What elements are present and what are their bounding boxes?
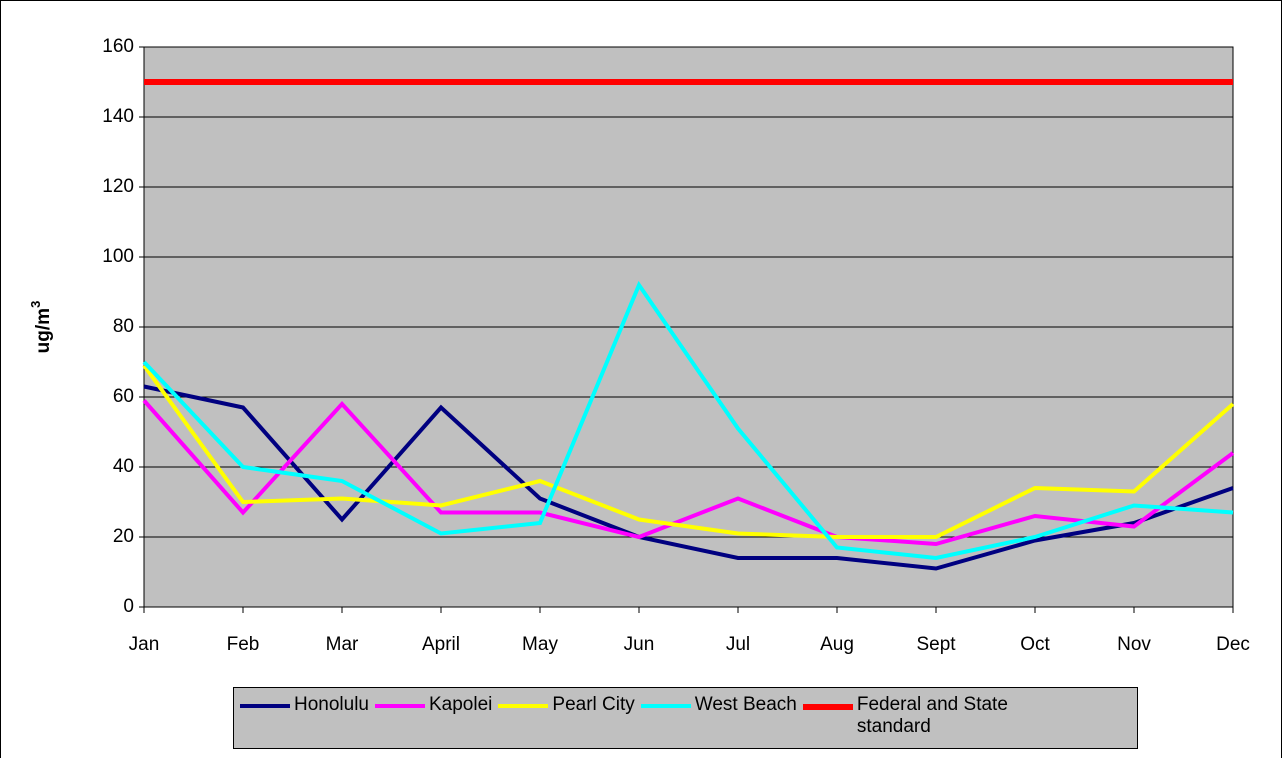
y-axis-label-text: ug/m <box>33 308 54 353</box>
legend-entry: Kapolei <box>375 694 492 716</box>
x-tick-label: Nov <box>1117 634 1151 655</box>
legend: Honolulu Kapolei Pearl City West Beach Feder… <box>233 687 1138 749</box>
legend-label: Pearl City <box>552 694 635 715</box>
x-tick-label: Jun <box>624 634 655 655</box>
legend-label: Honolulu <box>294 694 369 715</box>
x-tick-label: Sept <box>916 634 956 655</box>
y-axis-label: ug/m3 <box>28 301 54 354</box>
x-tick-label: Oct <box>1020 634 1050 655</box>
legend-swatch <box>640 704 691 708</box>
y-tick-label: 80 <box>113 316 134 337</box>
legend-label: Federal and State standard <box>856 694 1008 737</box>
x-tick-label: Dec <box>1216 634 1250 655</box>
legend-entry: Federal and State standard <box>802 694 1047 738</box>
legend-label: West Beach <box>694 694 797 715</box>
legend-swatch <box>240 704 290 708</box>
x-tick-label: Aug <box>820 634 854 655</box>
y-tick-label: 20 <box>113 526 134 547</box>
y-tick-label: 120 <box>102 176 134 197</box>
y-tick-label: 140 <box>102 106 134 127</box>
legend-swatch <box>498 704 549 708</box>
y-tick-label: 60 <box>113 386 134 407</box>
x-tick-label: Feb <box>227 634 260 655</box>
y-tick-label: 100 <box>102 246 134 267</box>
series-line <box>142 364 1235 539</box>
legend-swatch <box>375 704 425 708</box>
series-line <box>142 280 1234 561</box>
x-tick-label: May <box>522 634 558 655</box>
legend-entry: Pearl City <box>498 694 635 716</box>
legend-label: Kapolei <box>429 694 493 715</box>
y-tick-label: 40 <box>113 456 134 477</box>
series-line <box>142 399 1235 547</box>
legend-entry: Honolulu <box>240 694 369 716</box>
legend-swatch <box>802 704 853 710</box>
y-axis-label-sup: 3 <box>28 301 43 308</box>
x-tick-label: Mar <box>326 634 359 655</box>
y-tick-label: 160 <box>102 36 134 57</box>
x-tick-label: April <box>422 634 460 655</box>
x-tick-label: Jul <box>726 634 750 655</box>
y-tick-label: 0 <box>123 596 134 617</box>
x-tick-label: Jan <box>129 634 160 655</box>
legend-entry: West Beach <box>640 694 797 716</box>
